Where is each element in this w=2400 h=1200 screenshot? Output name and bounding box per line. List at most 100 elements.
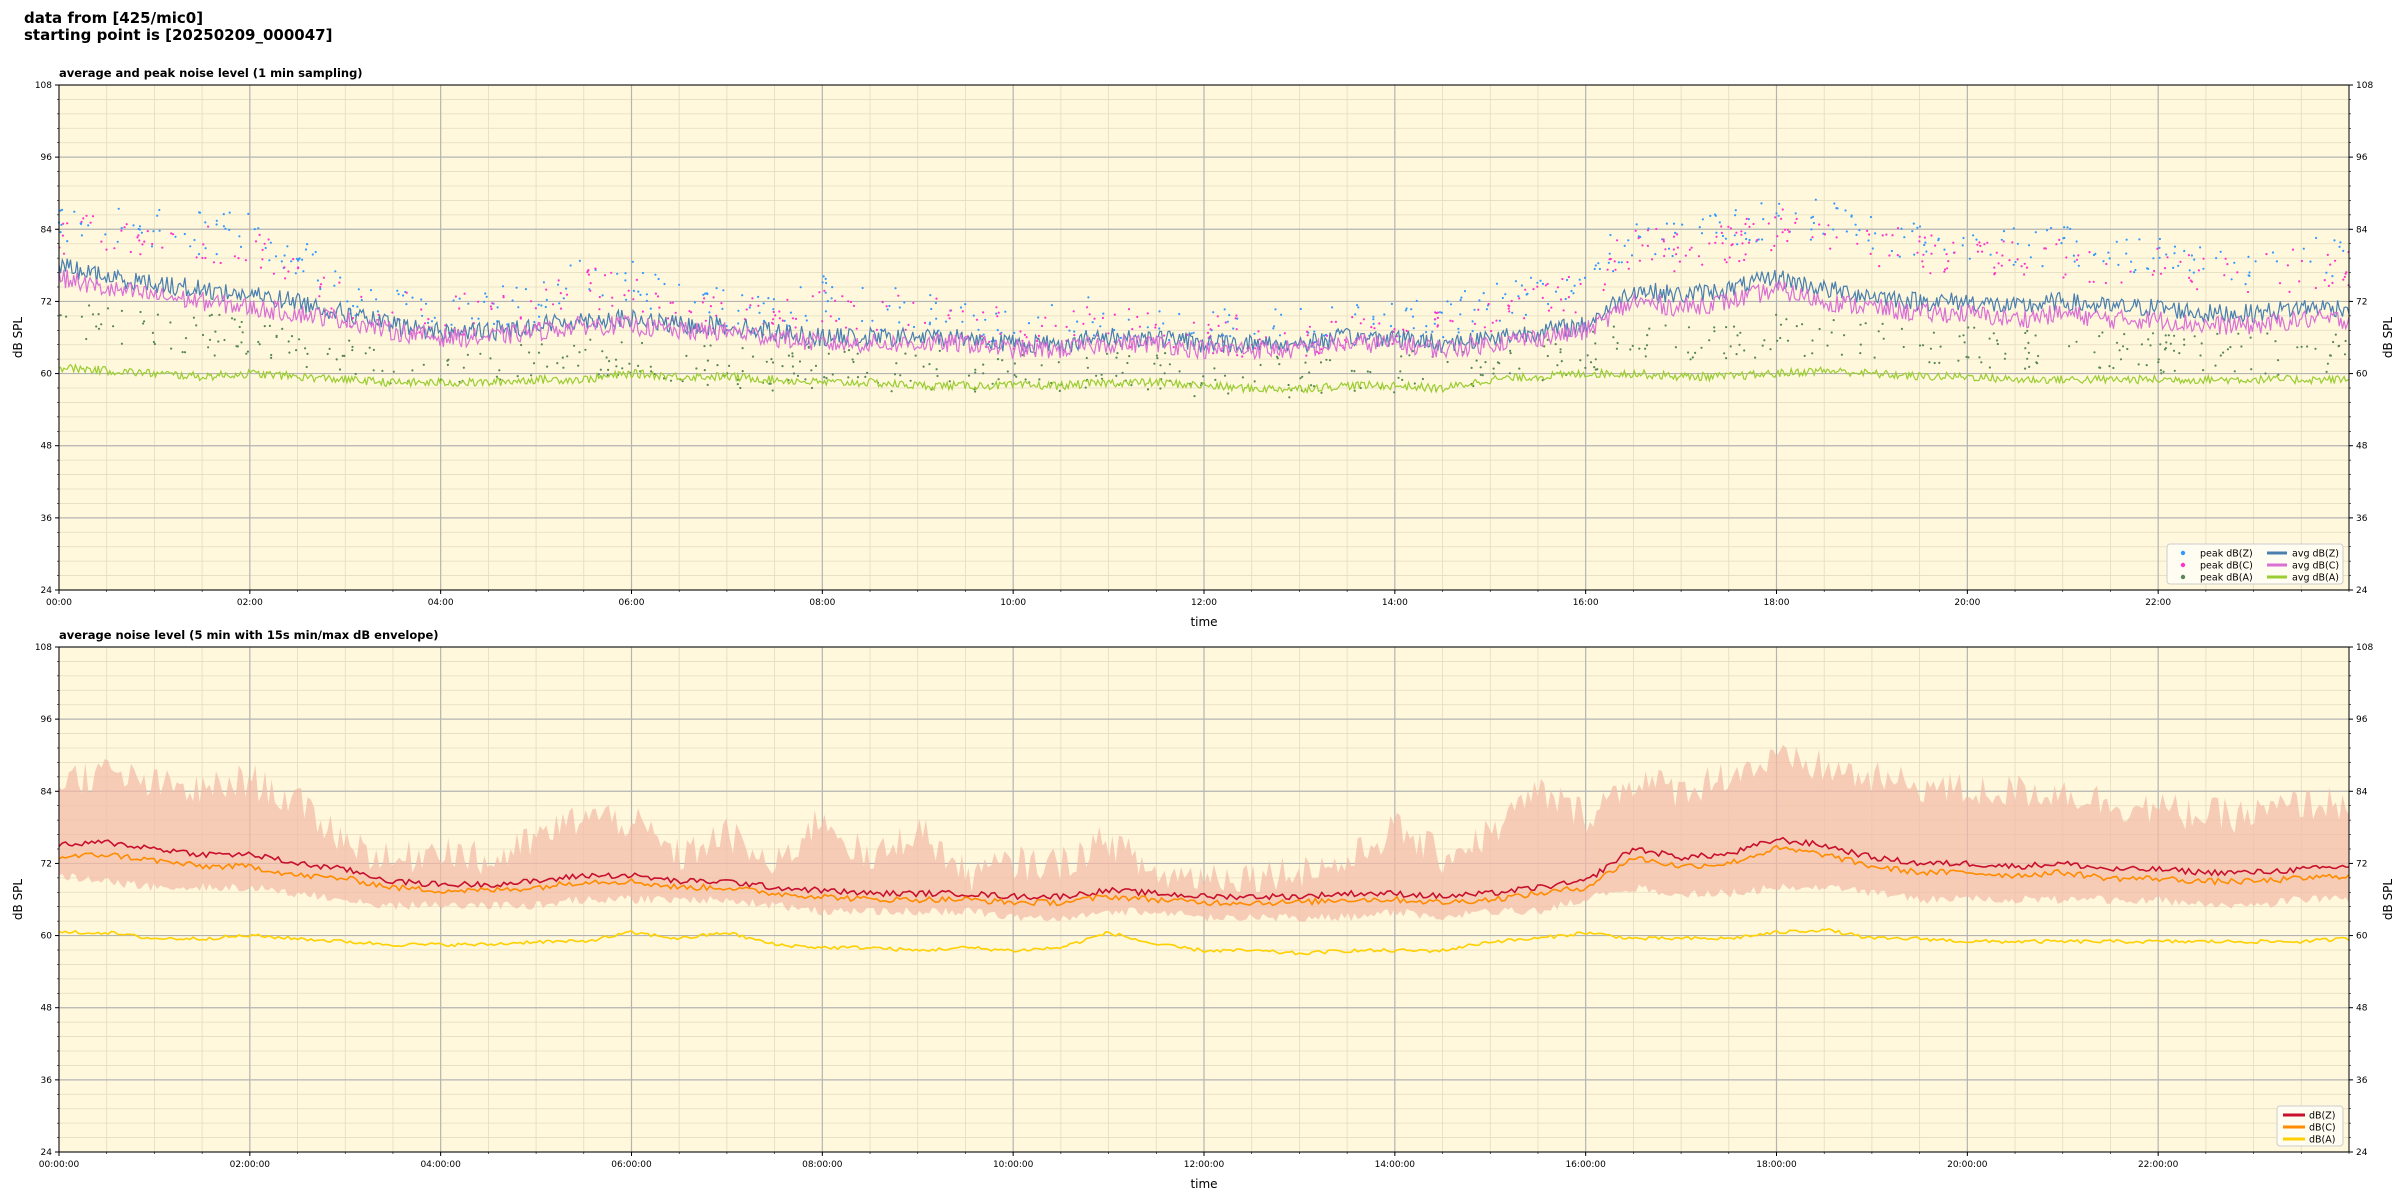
scatter-point <box>1898 255 1901 258</box>
scatter-point <box>540 304 543 307</box>
scatter-point <box>1130 384 1133 387</box>
y-tick-label: 60 <box>41 932 53 942</box>
scatter-point <box>2016 258 2019 261</box>
scatter-point <box>1310 384 1313 387</box>
scatter-point <box>774 314 777 317</box>
scatter-point <box>838 317 841 320</box>
scatter-point <box>1918 225 1922 228</box>
scatter-point <box>228 228 231 231</box>
scatter-point <box>928 363 931 366</box>
scatter-point <box>1565 278 1569 282</box>
scatter-point <box>2173 245 2177 248</box>
scatter-point <box>533 320 536 324</box>
scatter-point <box>565 293 569 296</box>
scatter-point <box>1840 353 1843 356</box>
scatter-point <box>1922 265 1925 268</box>
scatter-point <box>1209 328 1212 331</box>
scatter-point <box>844 326 848 329</box>
scatter-point <box>1952 241 1955 244</box>
scatter-point <box>2026 357 2029 360</box>
scatter-point <box>1541 296 1544 299</box>
scatter-point <box>392 370 395 373</box>
scatter-point <box>1100 373 1103 376</box>
scatter-point <box>709 305 713 308</box>
scatter-point <box>2306 345 2309 348</box>
scatter-point <box>888 304 891 308</box>
scatter-point <box>143 240 146 243</box>
scatter-point <box>1929 272 1932 275</box>
scatter-point <box>195 324 198 327</box>
scatter-point <box>621 367 624 370</box>
scatter-point <box>685 354 688 357</box>
scatter-point <box>1162 322 1165 325</box>
scatter-point <box>402 294 405 297</box>
scatter-point <box>1829 247 1832 250</box>
scatter-point <box>2137 363 2140 366</box>
scatter-point <box>2094 252 2097 255</box>
scatter-point <box>546 365 549 368</box>
scatter-point <box>1783 228 1787 231</box>
scatter-point <box>728 364 731 367</box>
legend-label: peak dB(A) <box>2200 573 2253 584</box>
scatter-point <box>1554 290 1558 293</box>
scatter-point <box>1988 366 1991 369</box>
scatter-point <box>2138 238 2141 241</box>
scatter-point <box>246 350 249 353</box>
legend-marker <box>2180 574 2186 580</box>
scatter-point <box>2300 345 2303 348</box>
scatter-point <box>217 340 220 343</box>
x-axis-label: time <box>1190 1177 1217 1191</box>
scatter-point <box>2172 349 2176 352</box>
scatter-point <box>1510 299 1513 303</box>
scatter-point <box>631 260 635 263</box>
scatter-point <box>1212 352 1215 355</box>
scatter-point <box>605 356 608 359</box>
scatter-point <box>1227 392 1230 395</box>
series-line <box>58 362 2350 395</box>
scatter-point <box>2343 353 2347 356</box>
scatter-point <box>298 338 301 341</box>
scatter-point <box>1943 270 1946 273</box>
scatter-point <box>479 352 482 355</box>
scatter-point <box>1667 247 1671 250</box>
scatter-point <box>625 298 628 301</box>
scatter-point <box>1918 235 1921 238</box>
scatter-point <box>1744 222 1747 226</box>
scatter-point <box>421 314 424 317</box>
starting-point-line: starting point is [20250209_000047] <box>24 26 333 44</box>
scatter-point <box>492 322 496 325</box>
scatter-point <box>607 368 610 371</box>
scatter-point <box>1217 324 1220 327</box>
scatter-point <box>2024 331 2027 335</box>
scatter-point <box>1550 306 1553 309</box>
scatter-point <box>1930 234 1933 237</box>
scatter-point <box>765 360 768 363</box>
scatter-point <box>411 296 414 299</box>
scatter-point <box>1421 377 1424 381</box>
scatter-point <box>1747 218 1750 221</box>
scatter-point <box>357 288 360 291</box>
scatter-point <box>1995 251 1998 254</box>
scatter-point <box>530 374 533 377</box>
scatter-point <box>2092 280 2095 283</box>
scatter-point <box>1192 321 1195 324</box>
scatter-point <box>2027 341 2030 344</box>
legend-label: peak dB(Z) <box>2200 549 2253 560</box>
scatter-point <box>1317 352 1320 355</box>
scatter-point <box>97 327 101 330</box>
scatter-point <box>2003 357 2006 360</box>
scatter-point <box>263 242 266 245</box>
scatter-point <box>485 295 488 298</box>
y-tick-label-right: 108 <box>2356 643 2373 653</box>
scatter-point <box>948 380 951 383</box>
scatter-point <box>1459 298 1462 302</box>
scatter-point <box>316 279 319 282</box>
scatter-point <box>669 379 673 382</box>
scatter-point <box>1405 329 1408 332</box>
scatter-point <box>1803 354 1806 357</box>
scatter-point <box>1359 322 1362 325</box>
scatter-point <box>589 338 592 341</box>
legend: dB(Z)dB(C)dB(A) <box>2276 1105 2344 1147</box>
scatter-point <box>1127 318 1130 321</box>
